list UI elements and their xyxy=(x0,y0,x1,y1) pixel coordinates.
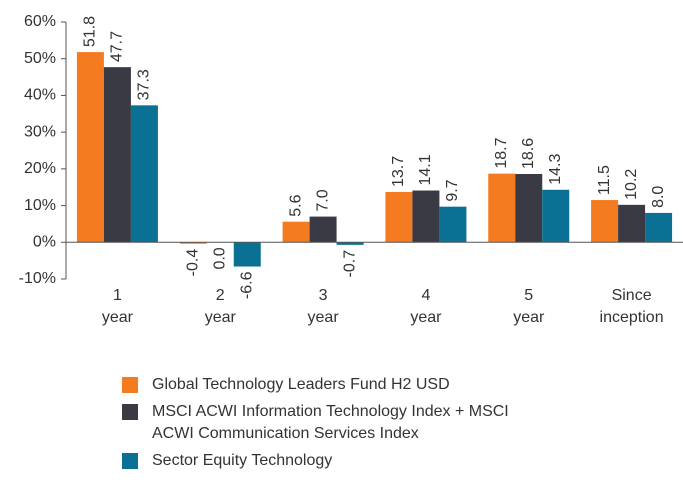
value-label: 51.8 xyxy=(82,16,99,47)
value-label: 8.0 xyxy=(650,186,667,208)
y-tick-label: -10% xyxy=(19,270,56,287)
bar xyxy=(515,173,543,243)
bar xyxy=(439,206,467,243)
legend-swatch xyxy=(122,404,138,420)
legend-item: MSCI ACWI Information Technology Index +… xyxy=(122,401,527,445)
bar xyxy=(233,242,261,267)
value-label: 11.5 xyxy=(596,165,613,195)
legend-label: MSCI ACWI Information Technology Index +… xyxy=(152,403,509,442)
y-tick-label: 10% xyxy=(24,197,56,214)
value-label: 14.1 xyxy=(417,154,434,185)
legend-item: Global Technology Leaders Fund H2 USD xyxy=(122,374,527,396)
x-tick-label: 4 year xyxy=(410,287,442,326)
y-tick-label: 40% xyxy=(24,87,56,104)
value-label: -6.6 xyxy=(238,271,255,299)
value-label: 10.2 xyxy=(623,169,640,200)
value-label: 13.7 xyxy=(390,156,407,187)
bar xyxy=(645,212,673,243)
legend: Global Technology Leaders Fund H2 USD MSC… xyxy=(122,374,527,477)
value-label: 18.7 xyxy=(493,137,510,168)
bar xyxy=(130,105,158,243)
value-label: 0.0 xyxy=(211,247,228,269)
bar xyxy=(336,242,364,245)
value-label: 7.0 xyxy=(314,189,331,211)
value-label: -0.4 xyxy=(184,249,201,277)
legend-item: Sector Equity Technology xyxy=(122,450,527,472)
value-label: 5.6 xyxy=(287,194,304,216)
legend-swatch xyxy=(122,377,138,393)
y-tick-label: 50% xyxy=(24,50,56,67)
x-tick-label: 3 year xyxy=(308,287,340,326)
x-tick-label: 2 year xyxy=(205,287,237,326)
bar xyxy=(309,216,337,243)
bar xyxy=(618,204,646,243)
bar xyxy=(179,242,207,244)
bar xyxy=(591,200,619,243)
value-label: 9.7 xyxy=(444,179,461,201)
bar xyxy=(488,173,516,243)
y-tick-label: 60% xyxy=(24,13,56,30)
legend-label: Global Technology Leaders Fund H2 USD xyxy=(152,376,450,393)
bar xyxy=(76,52,104,243)
value-label: 14.3 xyxy=(547,154,564,185)
value-label: -0.7 xyxy=(341,250,358,278)
y-tick-label: 30% xyxy=(24,123,56,140)
bar xyxy=(385,191,413,243)
y-tick-label: 20% xyxy=(24,160,56,177)
bar xyxy=(282,221,310,243)
y-tick-label: 0% xyxy=(33,234,56,251)
x-tick-label: 1 year xyxy=(102,287,134,326)
legend-label: Sector Equity Technology xyxy=(152,452,333,469)
value-label: 18.6 xyxy=(520,138,537,169)
bar xyxy=(103,67,131,243)
bar xyxy=(412,190,440,243)
bar xyxy=(542,189,570,243)
x-tick-label: 5 year xyxy=(513,287,545,326)
legend-swatch xyxy=(122,453,138,469)
value-label: 47.7 xyxy=(109,31,126,62)
x-tick-label: Since inception xyxy=(600,287,664,326)
value-label: 37.3 xyxy=(136,69,153,100)
chart: -10% 0% 10% 20% 30% 40% 50% 60% 51.8 -0.4 5.6 13.7 1… xyxy=(19,13,683,326)
